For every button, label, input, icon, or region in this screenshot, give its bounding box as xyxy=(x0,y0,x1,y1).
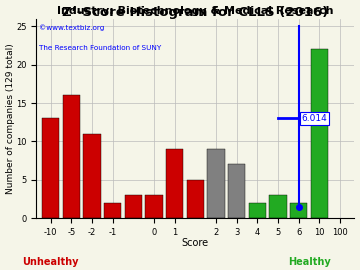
Bar xyxy=(290,203,307,218)
Bar xyxy=(83,134,101,218)
Text: The Research Foundation of SUNY: The Research Foundation of SUNY xyxy=(39,45,162,50)
Bar xyxy=(42,119,59,218)
Text: Healthy: Healthy xyxy=(288,256,331,266)
Bar xyxy=(104,203,121,218)
Text: ©www.textbiz.org: ©www.textbiz.org xyxy=(39,25,105,31)
Bar xyxy=(63,95,80,218)
Text: Industry: Biotechnology & Medical Research: Industry: Biotechnology & Medical Resear… xyxy=(57,6,334,16)
Text: Unhealthy: Unhealthy xyxy=(22,256,78,266)
Text: 6.014: 6.014 xyxy=(302,114,328,123)
Y-axis label: Number of companies (129 total): Number of companies (129 total) xyxy=(5,43,14,194)
Bar xyxy=(145,195,163,218)
X-axis label: Score: Score xyxy=(182,238,209,248)
Bar xyxy=(186,180,204,218)
Bar xyxy=(125,195,142,218)
Bar xyxy=(311,49,328,218)
Bar xyxy=(166,149,184,218)
Bar xyxy=(248,203,266,218)
Title: Z’-Score Histogram for CLLS (2016): Z’-Score Histogram for CLLS (2016) xyxy=(62,6,328,19)
Bar xyxy=(269,195,287,218)
Bar xyxy=(228,164,246,218)
Bar xyxy=(207,149,225,218)
